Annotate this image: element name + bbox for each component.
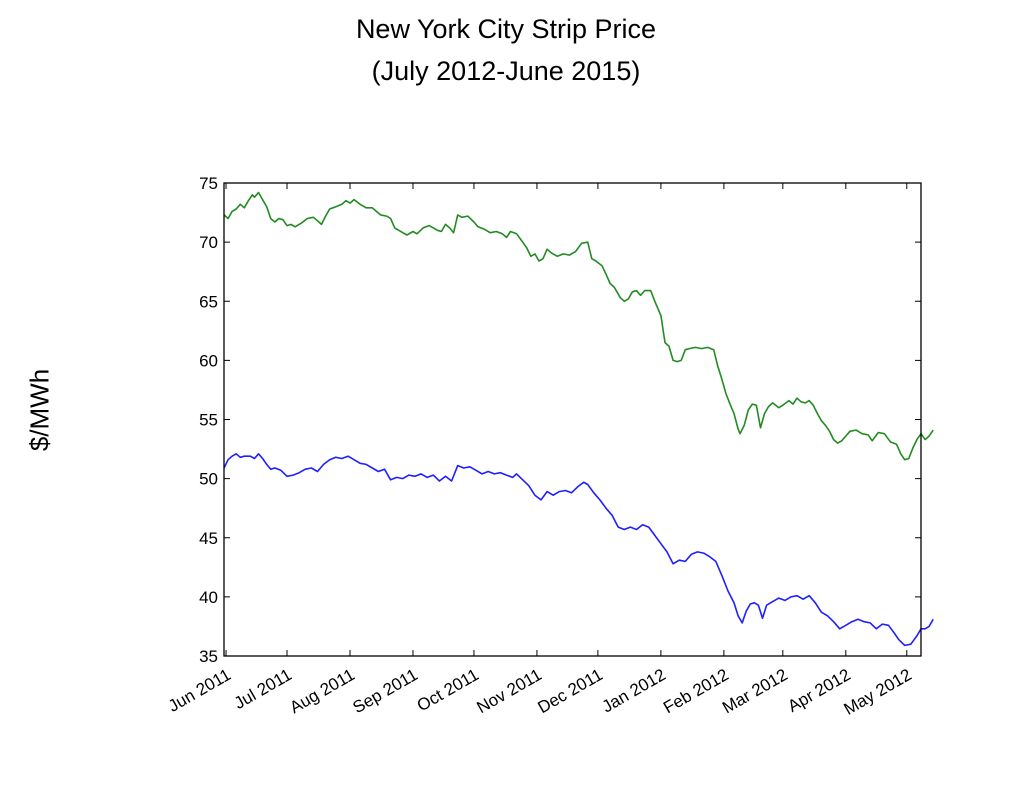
x-tick-label: Nov 2011 <box>474 665 545 717</box>
series-layer <box>223 191 934 647</box>
x-tick-label: Feb 2012 <box>660 665 732 717</box>
chart-subtitle: (July 2012-June 2015) <box>371 56 641 86</box>
series-line-1 <box>223 191 934 461</box>
x-tick-label: Sep 2011 <box>350 665 421 717</box>
y-tick-label: 75 <box>199 174 218 193</box>
chart-title: New York City Strip Price <box>355 14 657 44</box>
x-tick-label: Oct 2011 <box>414 665 482 715</box>
y-tick-label: 35 <box>199 647 218 666</box>
y-tick-label: 45 <box>199 529 218 548</box>
x-tick-label: Jan 2012 <box>599 665 669 716</box>
x-tick-label: Aug 2011 <box>287 665 358 717</box>
x-tick-label: Jun 2011 <box>165 665 234 716</box>
y-tick-label: 50 <box>199 470 218 489</box>
x-tick-label: Jul 2011 <box>231 665 295 713</box>
y-tick-label: 40 <box>199 588 218 607</box>
y-tick-label: 70 <box>199 233 218 252</box>
y-tick-label: 60 <box>199 351 218 370</box>
plot-frame <box>223 182 922 657</box>
x-tick-label: Mar 2012 <box>719 665 791 717</box>
x-tick-label: May 2012 <box>841 665 915 719</box>
x-tick-label: Dec 2011 <box>534 665 605 717</box>
y-tick-label: 55 <box>199 411 218 430</box>
y-tick-label: 65 <box>199 292 218 311</box>
series-line-2 <box>223 453 934 647</box>
